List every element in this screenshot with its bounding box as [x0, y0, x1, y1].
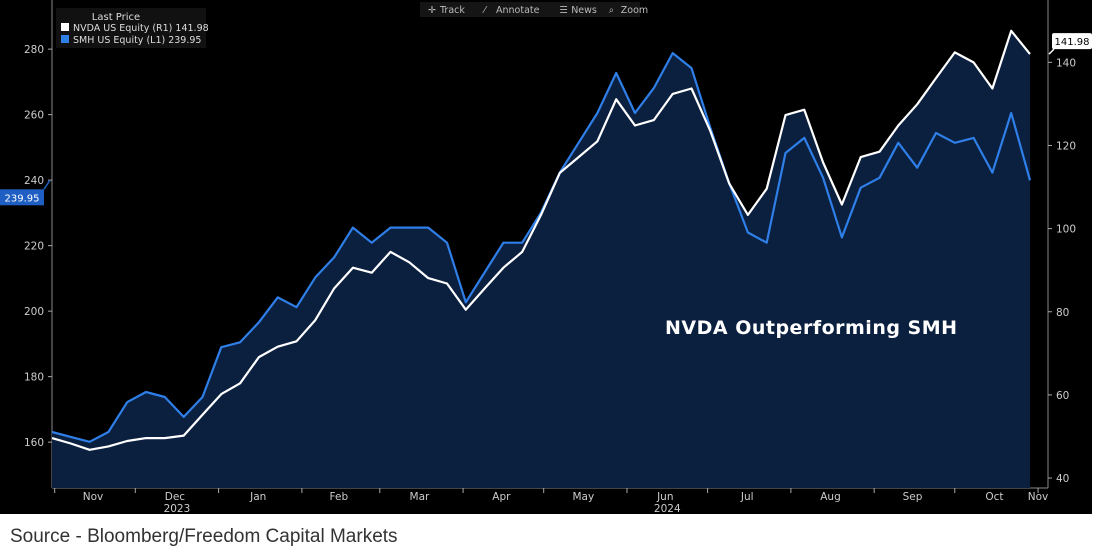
right-tick-label: 120: [1056, 140, 1076, 152]
legend-entry: SMH US Equity (L1) 239.95: [73, 35, 201, 46]
toolbar-track-icon[interactable]: ✛: [428, 5, 436, 16]
chart: 160 180 200 220 240 260 280 40 60 80 100 120 140 Nov D…: [0, 0, 1092, 514]
toolbar-zoom-button[interactable]: Zoom: [621, 5, 648, 16]
chart-annotation: NVDA Outperforming SMH: [665, 317, 958, 339]
x-tick-label: Apr: [492, 491, 511, 503]
right-tick-label: 100: [1056, 224, 1076, 236]
legend-swatch: [61, 23, 69, 31]
right-tick-label: 140: [1056, 57, 1076, 69]
legend-entry: NVDA US Equity (R1) 141.98: [73, 23, 209, 34]
legend-box: [56, 8, 206, 48]
left-tick-label: 260: [24, 110, 44, 122]
right-tick-label: 40: [1056, 473, 1069, 485]
toolbar-annotate-button[interactable]: Annotate: [496, 5, 540, 16]
x-tick-label: Sep: [903, 491, 923, 503]
x-tick-label: Dec: [165, 491, 186, 503]
smh-last-badge: [0, 189, 44, 206]
year-label: 2024: [654, 503, 681, 514]
left-tick-label: 280: [24, 44, 44, 56]
x-tick-label: Nov: [1028, 491, 1049, 503]
toolbar-track-button[interactable]: Track: [439, 5, 465, 16]
series-line-nvda: [51, 29, 1031, 451]
smh-last-value: 239.95: [5, 193, 40, 204]
source-note: Source - Bloomberg/Freedom Capital Marke…: [10, 526, 398, 547]
x-tick-label: Jan: [249, 491, 266, 503]
toolbar-news-icon[interactable]: ☰: [559, 5, 568, 16]
toolbar: [420, 2, 640, 17]
toolbar-zoom-icon[interactable]: ⌕: [609, 5, 614, 16]
x-tick-label: Jul: [740, 491, 754, 503]
area-fill: [52, 30, 1030, 489]
legend-title: Last Price: [92, 12, 140, 23]
nvda-last-pointer: [1048, 48, 1055, 55]
right-tick-label: 60: [1056, 390, 1069, 402]
x-tick-label: Mar: [410, 491, 430, 503]
left-tick-label: 200: [24, 306, 44, 318]
x-tick-label: Feb: [330, 491, 349, 503]
right-tick-label: 80: [1056, 307, 1069, 319]
x-tick-label: Oct: [985, 491, 1003, 503]
left-tick-label: 180: [24, 372, 44, 384]
nvda-last-badge: [1052, 33, 1092, 50]
toolbar-news-button[interactable]: News: [571, 5, 597, 16]
left-tick-label: 240: [24, 175, 44, 187]
year-label: 2023: [164, 503, 191, 514]
smh-last-pointer: [43, 179, 51, 190]
x-tick-label: Nov: [83, 491, 104, 503]
x-tick-label: May: [572, 491, 594, 503]
left-tick-label: 220: [24, 241, 44, 253]
x-tick-label: Jun: [656, 491, 673, 503]
x-tick-label: Aug: [820, 491, 841, 503]
toolbar-annotate-icon[interactable]: ⁄: [482, 5, 488, 16]
legend-swatch: [61, 35, 69, 43]
left-tick-label: 160: [24, 437, 44, 449]
nvda-last-value: 141.98: [1055, 37, 1090, 48]
